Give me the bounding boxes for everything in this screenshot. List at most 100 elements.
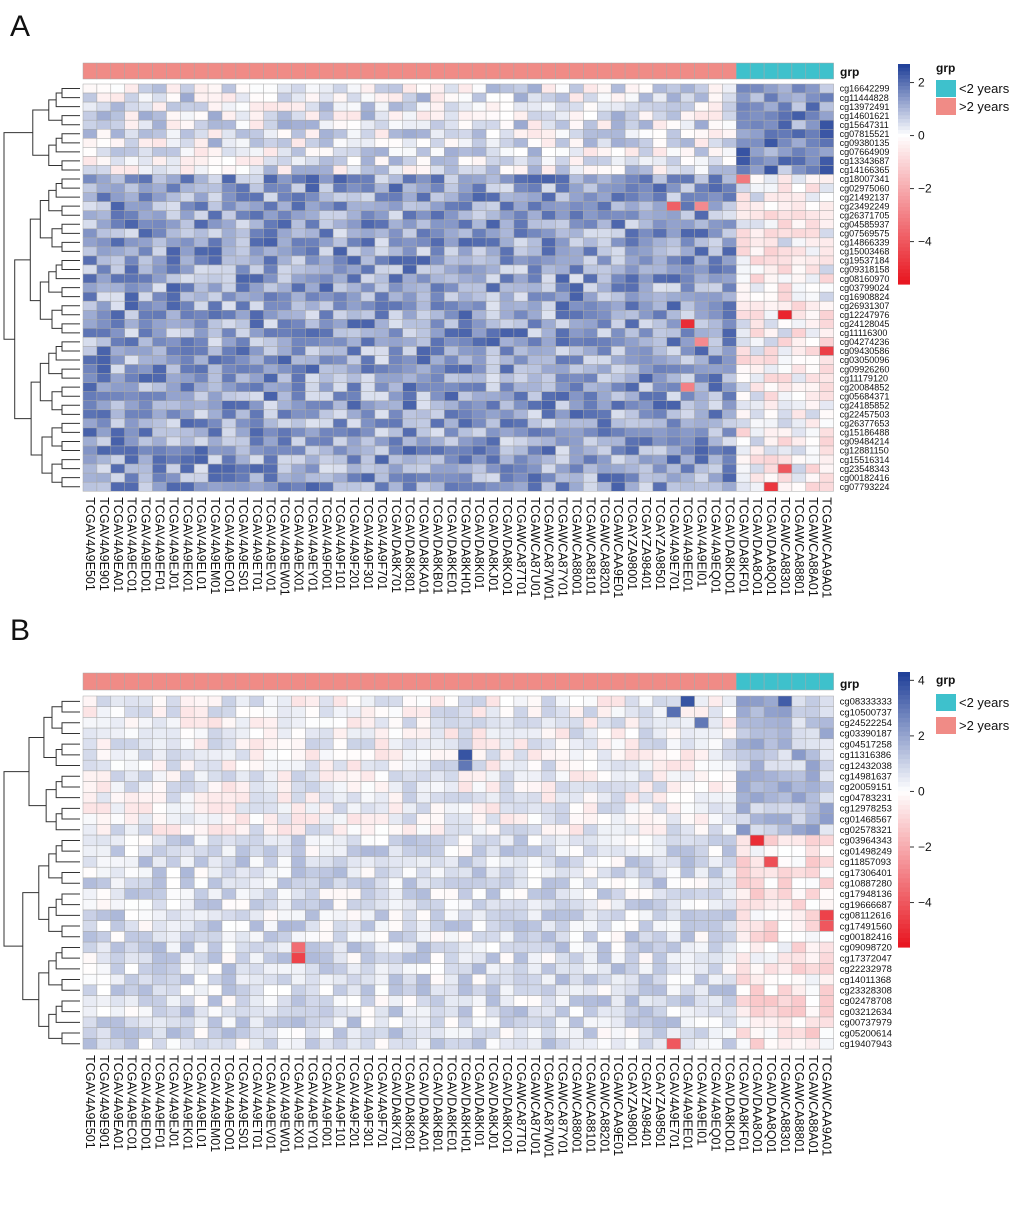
heatmap-cell xyxy=(222,356,236,365)
heatmap-cell xyxy=(208,782,222,793)
probe-label: cg09098720 xyxy=(840,943,892,954)
heatmap-cell xyxy=(292,782,306,793)
heatmap-cell xyxy=(180,696,194,707)
heatmap-cell xyxy=(208,446,222,455)
heatmap-cell xyxy=(792,878,806,889)
heatmap-cell xyxy=(166,374,180,383)
heatmap-cell xyxy=(319,337,333,346)
heatmap-cell xyxy=(403,156,417,165)
heatmap-cell xyxy=(458,455,472,464)
heatmap-cell xyxy=(264,337,278,346)
group-annotation-cell xyxy=(319,63,333,79)
heatmap-cell xyxy=(389,953,403,964)
heatmap-cell xyxy=(305,899,319,910)
sample-label: TCGAVDA8KI01 xyxy=(472,497,486,589)
heatmap-cell xyxy=(458,120,472,129)
heatmap-cell xyxy=(305,1028,319,1039)
heatmap-cell xyxy=(153,771,167,782)
heatmap-cell xyxy=(583,220,597,229)
legend-title: grp xyxy=(936,673,955,687)
heatmap-cell xyxy=(736,129,750,138)
heatmap-cell xyxy=(139,899,153,910)
heatmap-cell xyxy=(125,814,139,825)
heatmap-cell xyxy=(653,319,667,328)
heatmap-cell xyxy=(389,921,403,932)
heatmap-cell xyxy=(347,120,361,129)
heatmap-cell xyxy=(500,931,514,942)
heatmap-cell xyxy=(472,120,486,129)
heatmap-cell xyxy=(500,229,514,238)
heatmap-cell xyxy=(778,931,792,942)
heatmap-cell xyxy=(709,760,723,771)
heatmap-cell xyxy=(542,964,556,975)
heatmap-cell xyxy=(305,301,319,310)
heatmap-cell xyxy=(556,211,570,220)
heatmap-cell xyxy=(347,319,361,328)
group-annotation-cell xyxy=(375,63,389,79)
heatmap-cell xyxy=(444,750,458,761)
heatmap-cell xyxy=(709,878,723,889)
heatmap-cell xyxy=(570,93,584,102)
heatmap-cell xyxy=(514,1017,528,1028)
heatmap-cell xyxy=(361,835,375,846)
heatmap-cell xyxy=(667,739,681,750)
heatmap-cell xyxy=(583,835,597,846)
color-scale-step xyxy=(898,920,910,925)
group-annotation-bar xyxy=(83,63,834,79)
heatmap-cell xyxy=(472,238,486,247)
heatmap-cell xyxy=(194,220,208,229)
heatmap-cell xyxy=(389,247,403,256)
heatmap-cell xyxy=(625,428,639,437)
heatmap-cell xyxy=(681,147,695,156)
heatmap-cell xyxy=(361,985,375,996)
heatmap-cell xyxy=(236,437,250,446)
heatmap-cell xyxy=(417,129,431,138)
heatmap-cell xyxy=(305,346,319,355)
heatmap-cell xyxy=(97,846,111,857)
heatmap-cell xyxy=(153,750,167,761)
heatmap-cell xyxy=(722,301,736,310)
heatmap-cell xyxy=(319,111,333,120)
heatmap-cell xyxy=(709,814,723,825)
heatmap-cell xyxy=(611,964,625,975)
heatmap-cell xyxy=(597,184,611,193)
heatmap-cell xyxy=(778,229,792,238)
heatmap-cell xyxy=(611,985,625,996)
heatmap-cell xyxy=(736,437,750,446)
heatmap-cell xyxy=(250,175,264,184)
heatmap-cell xyxy=(139,760,153,771)
heatmap-cell xyxy=(375,310,389,319)
group-annotation-cell xyxy=(444,673,458,690)
heatmap-cell xyxy=(250,824,264,835)
heatmap-cell xyxy=(431,346,445,355)
heatmap-cell xyxy=(125,985,139,996)
heatmap-cell xyxy=(264,814,278,825)
heatmap-cell xyxy=(278,211,292,220)
heatmap-cell xyxy=(389,365,403,374)
heatmap-cell xyxy=(125,120,139,129)
heatmap-cell xyxy=(194,889,208,900)
heatmap-cell xyxy=(444,446,458,455)
heatmap-cell xyxy=(764,1038,778,1049)
heatmap-cell xyxy=(750,184,764,193)
heatmap-cell xyxy=(125,857,139,868)
heatmap-cell xyxy=(250,814,264,825)
heatmap-cell xyxy=(389,383,403,392)
heatmap-cell xyxy=(403,750,417,761)
sample-label: TCGAV4A9F001 xyxy=(319,1055,333,1148)
heatmap-cell xyxy=(417,750,431,761)
heatmap-cell xyxy=(556,996,570,1007)
heatmap-cell xyxy=(278,835,292,846)
heatmap-cell xyxy=(222,138,236,147)
heatmap-cell xyxy=(333,93,347,102)
group-annotation-cell xyxy=(222,673,236,690)
heatmap-cell xyxy=(375,1038,389,1049)
heatmap-cell xyxy=(417,482,431,491)
heatmap-cell xyxy=(764,129,778,138)
heatmap-cell xyxy=(389,310,403,319)
heatmap-cell xyxy=(458,365,472,374)
heatmap-cell xyxy=(820,964,834,975)
heatmap-cell xyxy=(111,374,125,383)
heatmap-cell xyxy=(583,238,597,247)
heatmap-cell xyxy=(292,301,306,310)
